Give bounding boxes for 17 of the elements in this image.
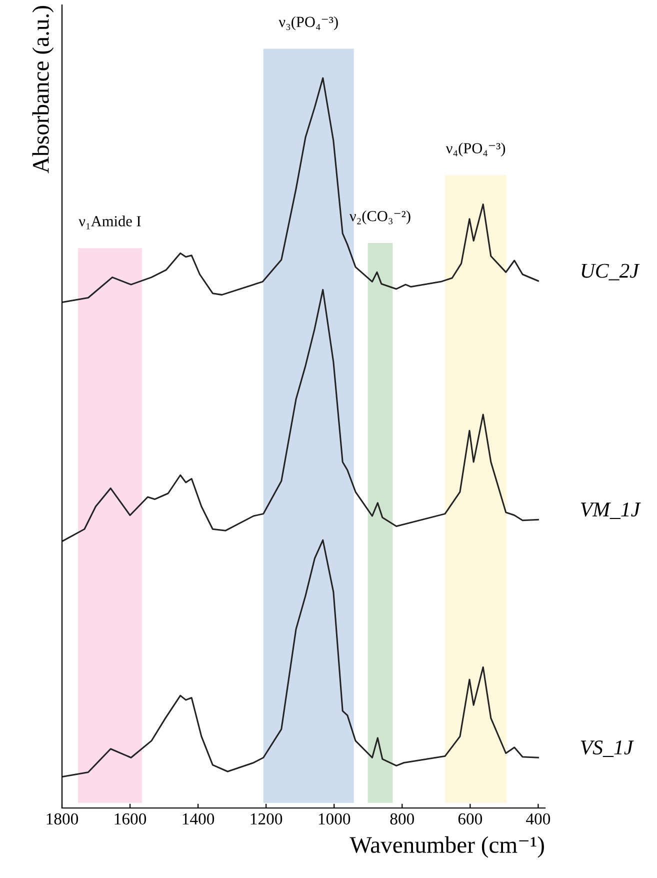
x-tick-label: 1600: [114, 813, 146, 825]
x-tick-label: 800: [390, 813, 414, 825]
text: VM_1J: [580, 502, 641, 520]
x-axis-title: Wavenumber (cm⁻¹): [350, 836, 544, 858]
x-tick-label: 1400: [182, 813, 214, 825]
text: UC_2J: [582, 264, 640, 280]
text: VS_1J: [580, 740, 634, 757]
band-label: ν₃(PO₄⁻³): [278, 16, 338, 30]
x-tick-label: 1000: [318, 813, 350, 825]
y-axis-title: Absorbance (a.u.): [32, 6, 54, 174]
x-tick-label: 400: [526, 813, 550, 825]
x-tick-label: 600: [458, 813, 482, 825]
band-label: ν₄(PO₄⁻³): [446, 142, 506, 156]
x-tick-label: 1800: [46, 813, 78, 825]
band-label: ν₁Amide I: [78, 216, 141, 230]
band-label: ν₂(CO₃⁻²): [349, 210, 410, 224]
x-tick-label: 1200: [250, 813, 282, 825]
